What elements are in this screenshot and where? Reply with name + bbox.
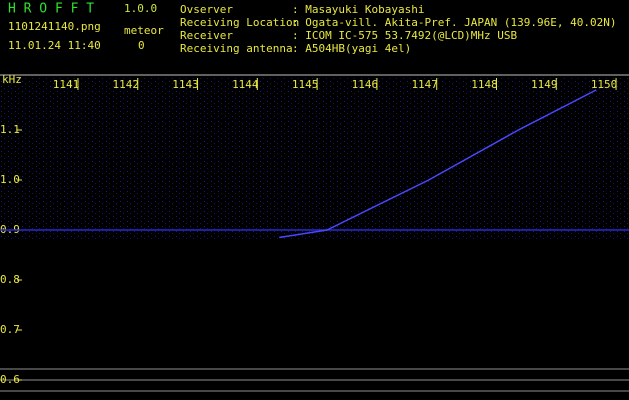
field-value: : ICOM IC-575 53.7492(@LCD)MHz USB xyxy=(292,29,518,42)
y-tick-label: 1.1 xyxy=(0,123,20,136)
datetime: 11.01.24 11:40 xyxy=(8,39,101,52)
field-label: Receiver xyxy=(180,29,233,42)
field-label: Ovserver xyxy=(180,3,233,16)
x-tick-label: 1149 xyxy=(531,78,558,91)
x-tick-label: 1146 xyxy=(352,78,379,91)
x-tick-label: 1150 xyxy=(591,78,618,91)
version: 1.0.0 xyxy=(124,2,157,15)
field-value: : A504HB(yagi 4el) xyxy=(292,42,411,55)
y-tick-label: 1.0 xyxy=(0,173,20,186)
count-label: meteor xyxy=(124,24,164,37)
signal-trace xyxy=(279,89,597,239)
x-tick-label: 1144 xyxy=(232,78,259,91)
count: 0 xyxy=(138,39,145,52)
field-value: : Ogata-vill. Akita-Pref. JAPAN (139.96E… xyxy=(292,16,617,29)
y-axis-label: kHz xyxy=(2,73,22,86)
field-label: Receiving antenna xyxy=(180,42,293,55)
field-label: Receiving Location xyxy=(180,16,299,29)
y-tick-label: 0.7 xyxy=(0,323,20,336)
x-tick-label: 1145 xyxy=(292,78,319,91)
x-tick-label: 1141 xyxy=(53,78,80,91)
x-tick-label: 1142 xyxy=(112,78,139,91)
x-tick-label: 1148 xyxy=(471,78,498,91)
x-tick-label: 1147 xyxy=(411,78,438,91)
y-tick-label: 0.6 xyxy=(0,373,20,386)
noise xyxy=(0,78,629,240)
app-name: H R O F F T xyxy=(8,2,94,17)
y-tick-label: 0.8 xyxy=(0,273,20,286)
field-value: : Masayuki Kobayashi xyxy=(292,3,424,16)
x-tick-label: 1143 xyxy=(172,78,199,91)
filename: 1101241140.png xyxy=(8,20,101,33)
